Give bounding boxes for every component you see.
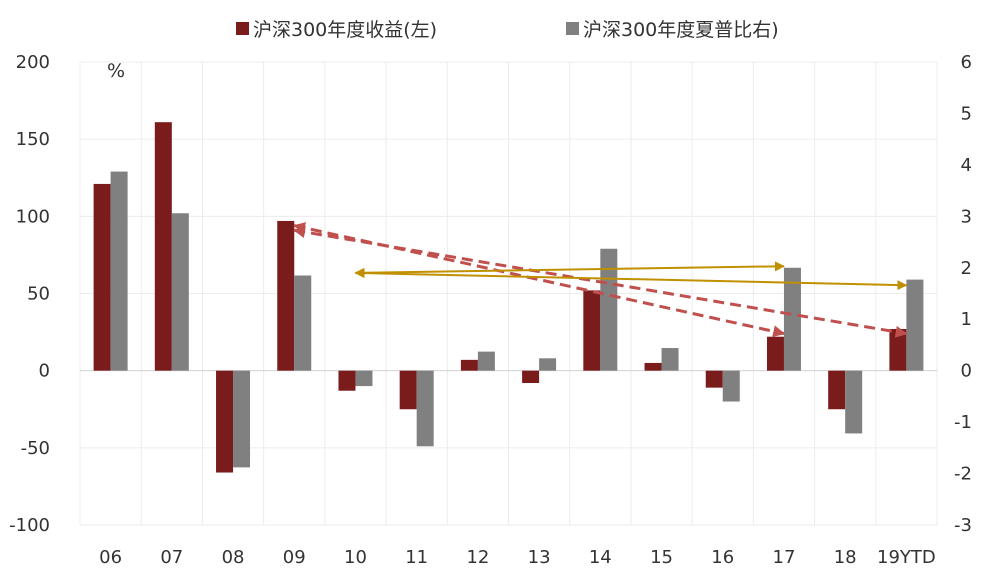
right-tick-label: 0	[961, 361, 972, 382]
bar-returns	[154, 122, 172, 371]
right-tick-label: 5	[961, 103, 972, 124]
bar-returns	[766, 336, 784, 371]
legend-swatch-returns	[236, 21, 249, 35]
legend-item-sharpe: 沪深300年度夏普比右)	[566, 14, 779, 42]
right-tick-label: -3	[954, 515, 972, 536]
bar-sharpe	[355, 370, 373, 387]
bar-sharpe	[477, 351, 495, 371]
left-tick-label: -100	[9, 515, 50, 536]
x-tick-label: 18	[834, 547, 857, 568]
bar-returns	[216, 370, 234, 473]
bar-sharpe	[539, 358, 557, 371]
legend-label-sharpe: 沪深300年度夏普比右)	[583, 18, 779, 41]
x-tick-label: 13	[528, 547, 551, 568]
bar-sharpe	[416, 370, 434, 447]
left-tick-label: 150	[16, 129, 50, 150]
x-tick-label: 06	[99, 547, 122, 568]
bar-sharpe	[171, 213, 189, 371]
legend-item-returns: 沪深300年度收益(左)	[236, 14, 437, 42]
x-tick-label: 19YTD	[877, 547, 936, 568]
bar-sharpe	[600, 248, 618, 371]
bar-returns	[644, 362, 662, 371]
left-tick-label: -50	[21, 438, 50, 459]
bar-returns	[889, 328, 907, 371]
bar-sharpe	[722, 370, 740, 402]
right-tick-label: -2	[954, 464, 972, 485]
bar-returns	[277, 220, 295, 371]
x-tick-label: 08	[222, 547, 245, 568]
right-tick-label: 6	[961, 52, 972, 73]
x-tick-label: 17	[773, 547, 796, 568]
x-tick-label: 15	[650, 547, 673, 568]
right-tick-label: -1	[954, 412, 972, 433]
x-tick-label: 14	[589, 547, 612, 568]
legend-swatch-sharpe	[566, 21, 579, 35]
right-tick-label: 3	[961, 206, 972, 227]
bar-sharpe	[233, 370, 251, 468]
x-tick-label: 11	[405, 547, 428, 568]
bar-returns	[522, 370, 540, 384]
bar-sharpe	[845, 370, 863, 434]
bar-sharpe	[906, 279, 924, 371]
bar-returns	[338, 370, 356, 391]
bar-returns	[583, 290, 601, 371]
left-tick-label: 200	[16, 52, 50, 73]
legend-label-returns: 沪深300年度收益(左)	[253, 18, 438, 41]
bar-returns	[460, 359, 478, 371]
bar-returns	[399, 370, 417, 410]
bar-sharpe	[661, 348, 679, 371]
x-tick-label: 09	[283, 547, 306, 568]
left-tick-label: 0	[39, 361, 50, 382]
left-tick-label: 50	[27, 284, 50, 305]
bar-returns	[705, 370, 723, 388]
x-tick-label: 07	[160, 547, 183, 568]
left-axis-unit: %	[107, 60, 126, 82]
x-tick-label: 12	[466, 547, 489, 568]
right-tick-label: 2	[961, 258, 972, 279]
left-tick-label: 100	[16, 206, 50, 227]
right-tick-label: 1	[961, 309, 972, 330]
bar-returns	[93, 183, 111, 371]
bar-sharpe	[110, 171, 128, 371]
solid-trend-arrow	[354, 268, 908, 291]
x-tick-label: 10	[344, 547, 367, 568]
x-tick-label: 16	[711, 547, 734, 568]
right-tick-label: 4	[961, 155, 972, 176]
bar-returns	[828, 370, 846, 410]
bar-sharpe	[294, 275, 312, 371]
